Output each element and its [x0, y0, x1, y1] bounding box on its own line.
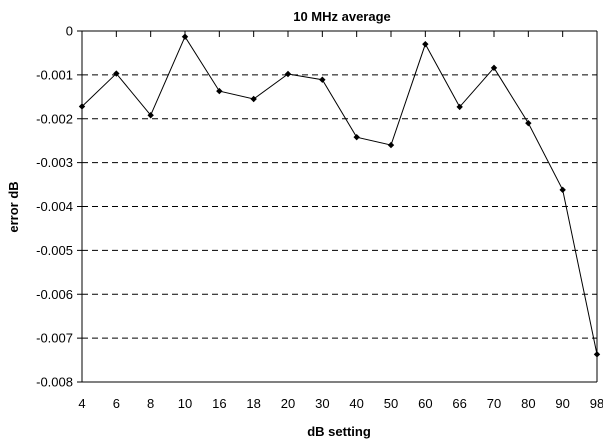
data-point-marker — [284, 70, 292, 78]
data-point-marker — [216, 87, 223, 95]
y-tick-label: -0.002 — [36, 111, 73, 126]
chart-title: 10 MHz average — [293, 9, 391, 24]
data-point-marker — [113, 70, 120, 77]
axes — [77, 30, 598, 383]
x-tick-label: 30 — [315, 396, 329, 411]
y-tick-label: -0.008 — [36, 375, 73, 390]
x-tick-label: 16 — [212, 396, 226, 411]
x-tick-label: 70 — [487, 396, 501, 411]
data-point-marker — [319, 76, 326, 83]
data-point-marker — [559, 186, 566, 194]
data-point-marker — [181, 33, 189, 40]
y-tick-label: -0.001 — [36, 67, 73, 82]
x-tick-label: 6 — [113, 396, 120, 411]
x-tick-label: 90 — [555, 396, 569, 411]
x-tick-label: 20 — [281, 396, 295, 411]
x-tick-label: 10 — [178, 396, 192, 411]
data-point-marker — [525, 119, 532, 127]
y-tick-label: 0 — [66, 24, 73, 39]
data-point-marker — [250, 95, 257, 103]
x-tick-label: 66 — [452, 396, 466, 411]
data-point-marker — [422, 40, 429, 48]
data-point-marker — [147, 112, 154, 119]
x-tick-label: 60 — [418, 396, 432, 411]
data-point-marker — [456, 103, 463, 111]
x-tick-label: 50 — [384, 396, 398, 411]
data-point-marker — [490, 64, 498, 72]
series-line — [81, 35, 598, 355]
x-tick-label: 40 — [349, 396, 363, 411]
y-tick-label: -0.004 — [36, 199, 73, 214]
data-point-marker — [593, 351, 601, 358]
x-axis-label: dB setting — [307, 424, 371, 439]
data-point-marker — [78, 103, 86, 110]
x-tick-label: 18 — [246, 396, 260, 411]
x-tick-label: 4 — [78, 396, 85, 411]
x-tick-label: 98 — [590, 396, 603, 411]
data-point-marker — [387, 141, 395, 149]
tick-labels: 0 -0.001 -0.002 -0.003 -0.004 -0.005 -0.006 -0.… — [36, 24, 603, 412]
data-point-marker — [353, 133, 360, 141]
y-tick-label: -0.007 — [36, 331, 73, 346]
x-tick-label: 8 — [147, 396, 154, 411]
y-tick-label: -0.003 — [36, 155, 73, 170]
gridlines — [82, 74, 597, 339]
x-tick-label: 80 — [521, 396, 535, 411]
y-tick-label: -0.006 — [36, 287, 73, 302]
data-series — [78, 33, 601, 358]
y-tick-label: -0.005 — [36, 243, 73, 258]
y-axis-label: error dB — [6, 181, 21, 232]
